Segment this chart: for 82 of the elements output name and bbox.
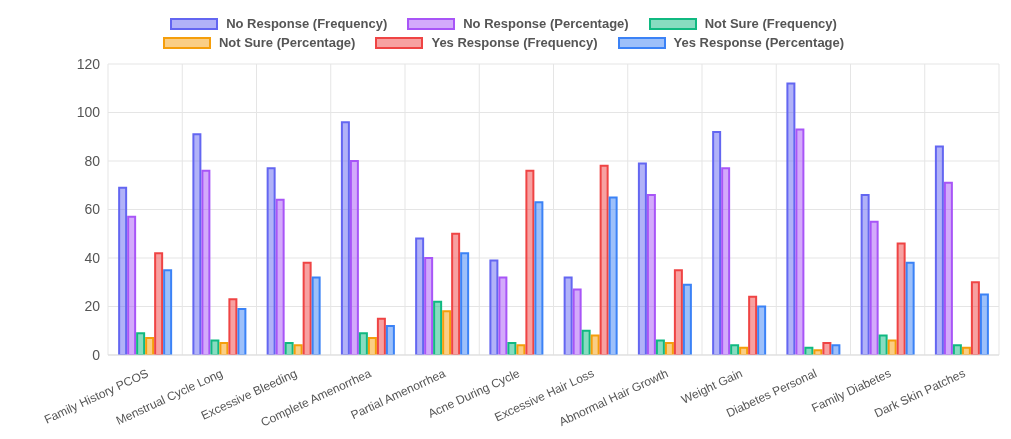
legend-label: Not Sure (Percentage) [217,35,356,50]
bar [712,130,722,355]
bar [340,121,350,355]
bar [525,169,535,355]
bar [730,344,740,355]
bar [145,337,155,355]
bar [275,198,285,355]
bar [822,341,832,355]
bar [878,334,888,355]
bar [970,281,980,355]
bar [516,344,526,355]
bar [682,283,692,355]
y-tick-label: 60 [84,201,101,218]
bar [192,133,202,355]
bar [433,300,443,355]
bar [896,242,906,355]
bar [934,145,944,355]
bar [127,215,137,355]
bar [424,257,434,355]
legend-label: No Response (Frequency) [225,16,388,31]
bar [358,332,368,355]
bar [311,276,321,355]
bar [489,259,499,355]
bar [905,261,915,355]
bar [376,317,386,355]
bar [219,341,229,355]
bar [608,196,618,355]
bar [163,269,173,355]
y-tick-label: 80 [84,152,101,169]
bar [498,276,508,355]
bar [367,337,377,355]
bar [442,310,452,355]
bar [415,237,425,355]
y-tick-label: 100 [76,104,101,121]
bar [228,298,238,355]
bar [646,193,656,355]
bar [952,344,962,355]
bar [869,220,879,355]
legend-label: Not Sure (Frequency) [703,16,837,31]
bar [572,288,582,355]
bar [795,128,805,355]
bar [655,339,665,355]
y-tick-label: 0 [92,346,101,363]
bar [293,344,303,355]
y-tick-label: 120 [76,55,101,72]
bar [451,232,461,355]
bar [673,269,683,355]
bar [721,167,731,355]
bar [136,332,146,355]
bar [302,261,312,355]
bar [979,293,989,355]
bar [460,252,470,355]
bar [887,339,897,355]
bar [210,339,220,355]
bar [831,344,841,355]
bar [637,162,647,355]
bar [813,349,823,355]
bar [757,305,767,355]
bar [349,160,359,355]
bar [860,193,870,355]
bar [786,82,796,355]
bar [507,341,517,355]
bar [201,169,211,355]
bar [581,329,591,355]
bar [599,164,609,355]
bar [385,324,395,355]
y-tick-label: 20 [84,298,101,315]
bar [563,276,573,355]
legend-label: No Response (Percentage) [462,16,629,31]
bar [118,186,128,355]
bar [534,201,544,355]
bar [748,295,758,355]
legend-label: Yes Response (Percentage) [672,35,845,50]
bar [284,341,294,355]
bar [154,252,164,355]
legend-label: Yes Response (Frequency) [430,35,598,50]
bar [237,307,247,355]
bar [664,341,674,355]
y-tick-label: 40 [84,249,101,266]
bar [266,167,276,355]
bar [943,181,953,355]
bar [590,334,600,355]
